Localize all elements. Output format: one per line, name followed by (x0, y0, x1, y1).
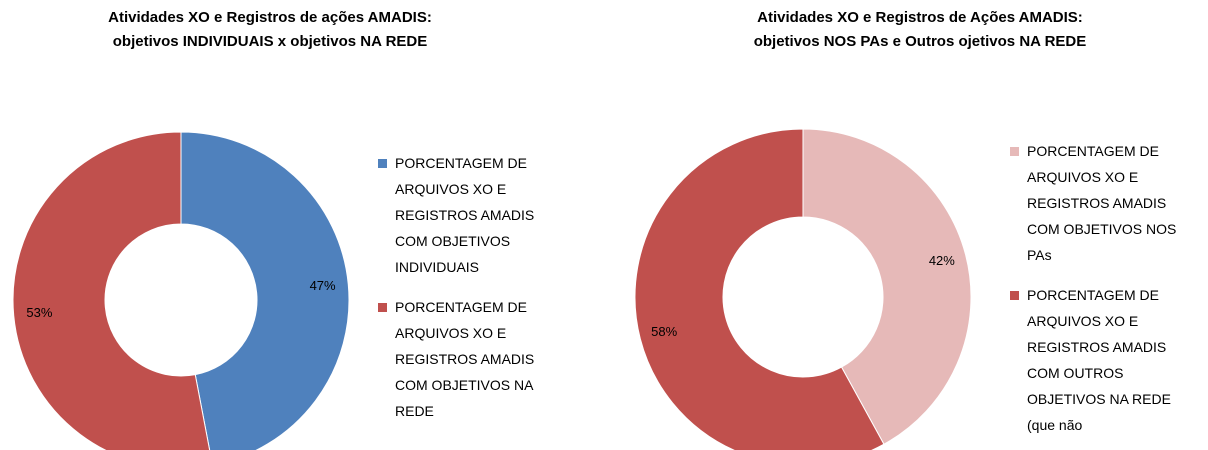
donut-slice (12, 131, 211, 450)
donut-slice (802, 128, 972, 445)
data-label: 53% (26, 305, 52, 320)
legend-label: PORCENTAGEM DE ARQUIVOS XO E REGISTROS A… (395, 299, 535, 419)
legend-swatch (1010, 147, 1019, 156)
legend-item: PORCENTAGEM DE ARQUIVOS XO E REGISTROS A… (1010, 138, 1188, 268)
legend-swatch (378, 303, 387, 312)
data-label: 42% (929, 253, 955, 268)
legend: PORCENTAGEM DE ARQUIVOS XO E REGISTROS A… (1010, 138, 1188, 450)
legend-item: PORCENTAGEM DE ARQUIVOS XO E REGISTROS A… (378, 294, 556, 424)
legend-item: PORCENTAGEM DE ARQUIVOS XO E REGISTROS A… (378, 150, 556, 280)
legend-item: PORCENTAGEM DE ARQUIVOS XO E REGISTROS A… (1010, 282, 1188, 438)
data-label: 47% (310, 278, 336, 293)
legend-swatch (378, 159, 387, 168)
chart-title: Atividades XO e Registros de Ações AMADI… (753, 9, 1087, 50)
donut-slice (634, 128, 885, 450)
donut-slice (180, 131, 350, 450)
legend-label: PORCENTAGEM DE ARQUIVOS XO E REGISTROS A… (1027, 287, 1171, 433)
legend-swatch (1010, 291, 1019, 300)
legend: PORCENTAGEM DE ARQUIVOS XO E REGISTROS A… (378, 150, 556, 438)
data-label: 58% (651, 324, 677, 339)
legend-label: PORCENTAGEM DE ARQUIVOS XO E REGISTROS A… (395, 155, 535, 275)
chart-title: Atividades XO e Registros de ações AMADI… (108, 9, 432, 50)
legend-label: PORCENTAGEM DE ARQUIVOS XO E REGISTROS A… (1027, 143, 1177, 263)
